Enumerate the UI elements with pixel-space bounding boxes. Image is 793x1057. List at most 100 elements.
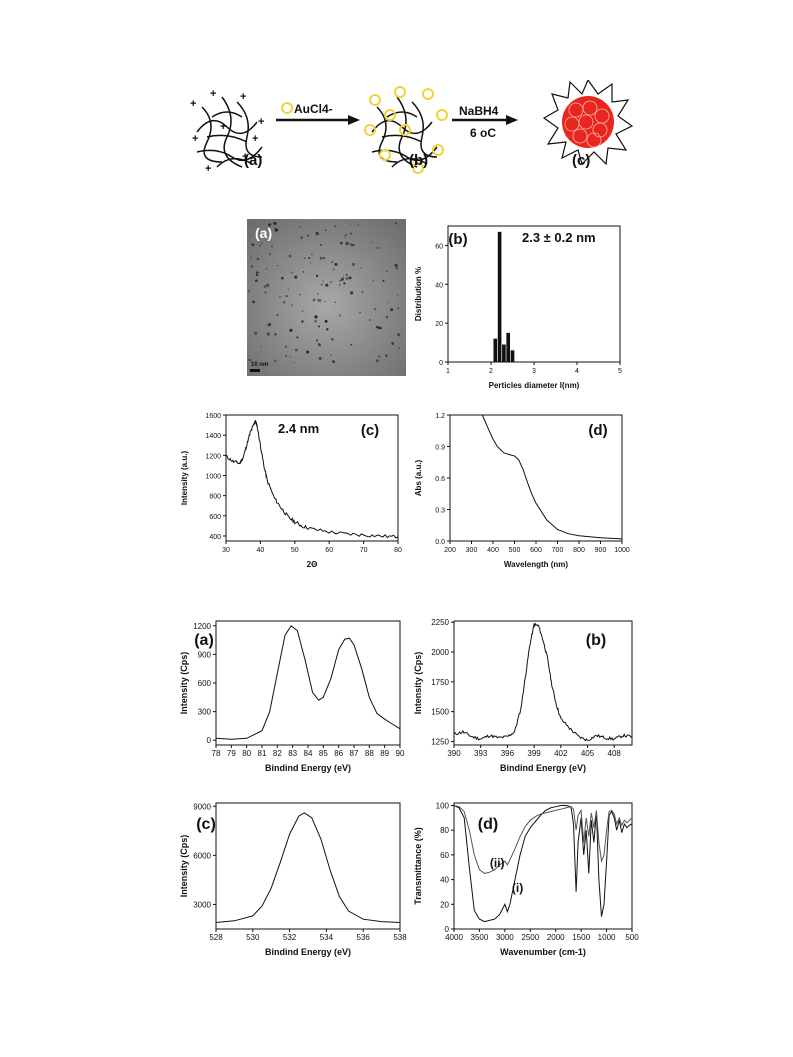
x-tick-label: 70 <box>360 547 368 554</box>
y-tick-label: 1400 <box>205 433 221 440</box>
y-tick-label: 6000 <box>193 851 211 860</box>
tem-particle <box>299 226 301 228</box>
tem-particle <box>326 327 329 331</box>
tem-particle <box>252 300 255 304</box>
x-tick-label: 1500 <box>572 933 590 942</box>
tem-particle <box>318 298 322 303</box>
x-tick-label: 82 <box>273 749 282 758</box>
x-tick-label: 2 <box>489 368 493 375</box>
x-axis-title: Wavelength (nm) <box>504 560 568 569</box>
tem-particle <box>299 293 301 296</box>
x-tick-label: 5 <box>618 368 622 375</box>
x-tick-label: 530 <box>246 933 260 942</box>
tem-particle <box>282 300 286 304</box>
tem-particle <box>315 339 319 342</box>
tem-particle <box>344 236 346 238</box>
y-tick-label: 3000 <box>193 900 211 909</box>
tem-particle <box>264 291 267 294</box>
polymer-network-a <box>196 96 263 168</box>
y-axis-title: Abs (a.u.) <box>414 459 423 496</box>
panel-label: (d) <box>588 422 607 439</box>
chart-annotation: 2.4 nm <box>278 421 319 436</box>
tem-particle <box>352 262 355 266</box>
x-tick-label: 4 <box>575 368 579 375</box>
y-tick-label: 60 <box>435 243 443 250</box>
tem-particle <box>319 243 322 247</box>
x-tick-label: 1000 <box>614 547 630 554</box>
tem-particle <box>330 337 334 341</box>
scheme-label-b: (b) <box>409 152 429 169</box>
tem-particle <box>370 241 373 243</box>
tem-particle <box>269 253 272 256</box>
tem-particle <box>350 343 353 346</box>
x-tick-label: 408 <box>608 749 622 758</box>
tem-particle <box>255 279 258 283</box>
tem-particle <box>386 316 389 319</box>
histogram-bar <box>497 231 502 362</box>
tem-particle <box>344 234 347 237</box>
tem-particle <box>375 359 379 363</box>
x-tick-label: 534 <box>320 933 334 942</box>
x-tick-label: 84 <box>304 749 313 758</box>
tem-particle <box>332 360 335 363</box>
tem-particle <box>274 228 278 232</box>
tem-particle <box>301 310 304 312</box>
y-axis-title: Intensity (Cps) <box>413 652 423 715</box>
tem-particle <box>288 254 292 258</box>
svg-text:+: + <box>205 163 211 175</box>
x-tick-label: 528 <box>209 933 223 942</box>
y-tick-label: 0.3 <box>435 508 445 515</box>
y-tick-label: 9000 <box>193 802 211 811</box>
y-tick-label: 100 <box>436 801 450 810</box>
tem-particle <box>293 362 296 364</box>
svg-text:+: + <box>242 151 248 163</box>
tem-particle <box>357 224 359 226</box>
x-tick-label: 60 <box>325 547 333 554</box>
x-tick-label: 89 <box>380 749 389 758</box>
tem-particle <box>378 355 381 358</box>
x-tick-label: 402 <box>554 749 568 758</box>
y-tick-label: 20 <box>435 321 443 328</box>
tem-particle <box>248 358 251 362</box>
tem-particle <box>390 308 394 312</box>
y-tick-label: 300 <box>198 708 212 717</box>
tem-particle <box>385 354 388 357</box>
tem-particle <box>259 244 261 247</box>
tem-scale-bar: 10 nm <box>251 362 269 368</box>
reagent-temperature: 6 oC <box>470 126 497 140</box>
x-tick-label: 538 <box>393 933 407 942</box>
tem-micrograph: (a) 10 nm <box>247 219 406 376</box>
svg-text:+: + <box>220 121 226 133</box>
tem-particle <box>339 241 343 245</box>
data-line <box>215 812 401 923</box>
tem-particle <box>324 229 327 232</box>
reagent-aucl4: AuCl4- <box>294 102 333 116</box>
plot-frame <box>225 414 399 542</box>
data-line <box>215 625 401 740</box>
tem-particle <box>290 271 293 274</box>
tem-particle <box>310 262 312 264</box>
tem-particle <box>397 307 400 310</box>
y-tick-label: 0.0 <box>435 539 445 546</box>
tem-particle <box>379 326 382 330</box>
tem-particle <box>260 345 262 348</box>
plot-frame <box>453 802 633 930</box>
x-tick-label: 80 <box>394 547 402 554</box>
gold-ion-icon <box>281 102 293 114</box>
y-tick-label: 0 <box>207 736 212 745</box>
tem-particle <box>277 264 279 267</box>
tem-particle <box>285 354 288 357</box>
y-tick-label: 800 <box>209 494 221 501</box>
x-tick-label: 85 <box>319 749 328 758</box>
chart-particle-size-histogram: 1 2 3 4 5 0 20 40 60 Perticles diameter l(nm) Dist… <box>414 225 622 390</box>
svg-text:+: + <box>258 116 264 128</box>
gold-nanoparticle-product <box>542 80 634 166</box>
x-tick-label: 4000 <box>445 933 463 942</box>
tem-particle <box>372 280 375 282</box>
tem-particle <box>349 232 353 235</box>
y-tick-label: 20 <box>440 900 449 909</box>
tem-particle <box>306 234 310 237</box>
tem-particle <box>276 314 279 316</box>
tem-particle <box>251 243 255 246</box>
tem-particle <box>348 276 352 280</box>
